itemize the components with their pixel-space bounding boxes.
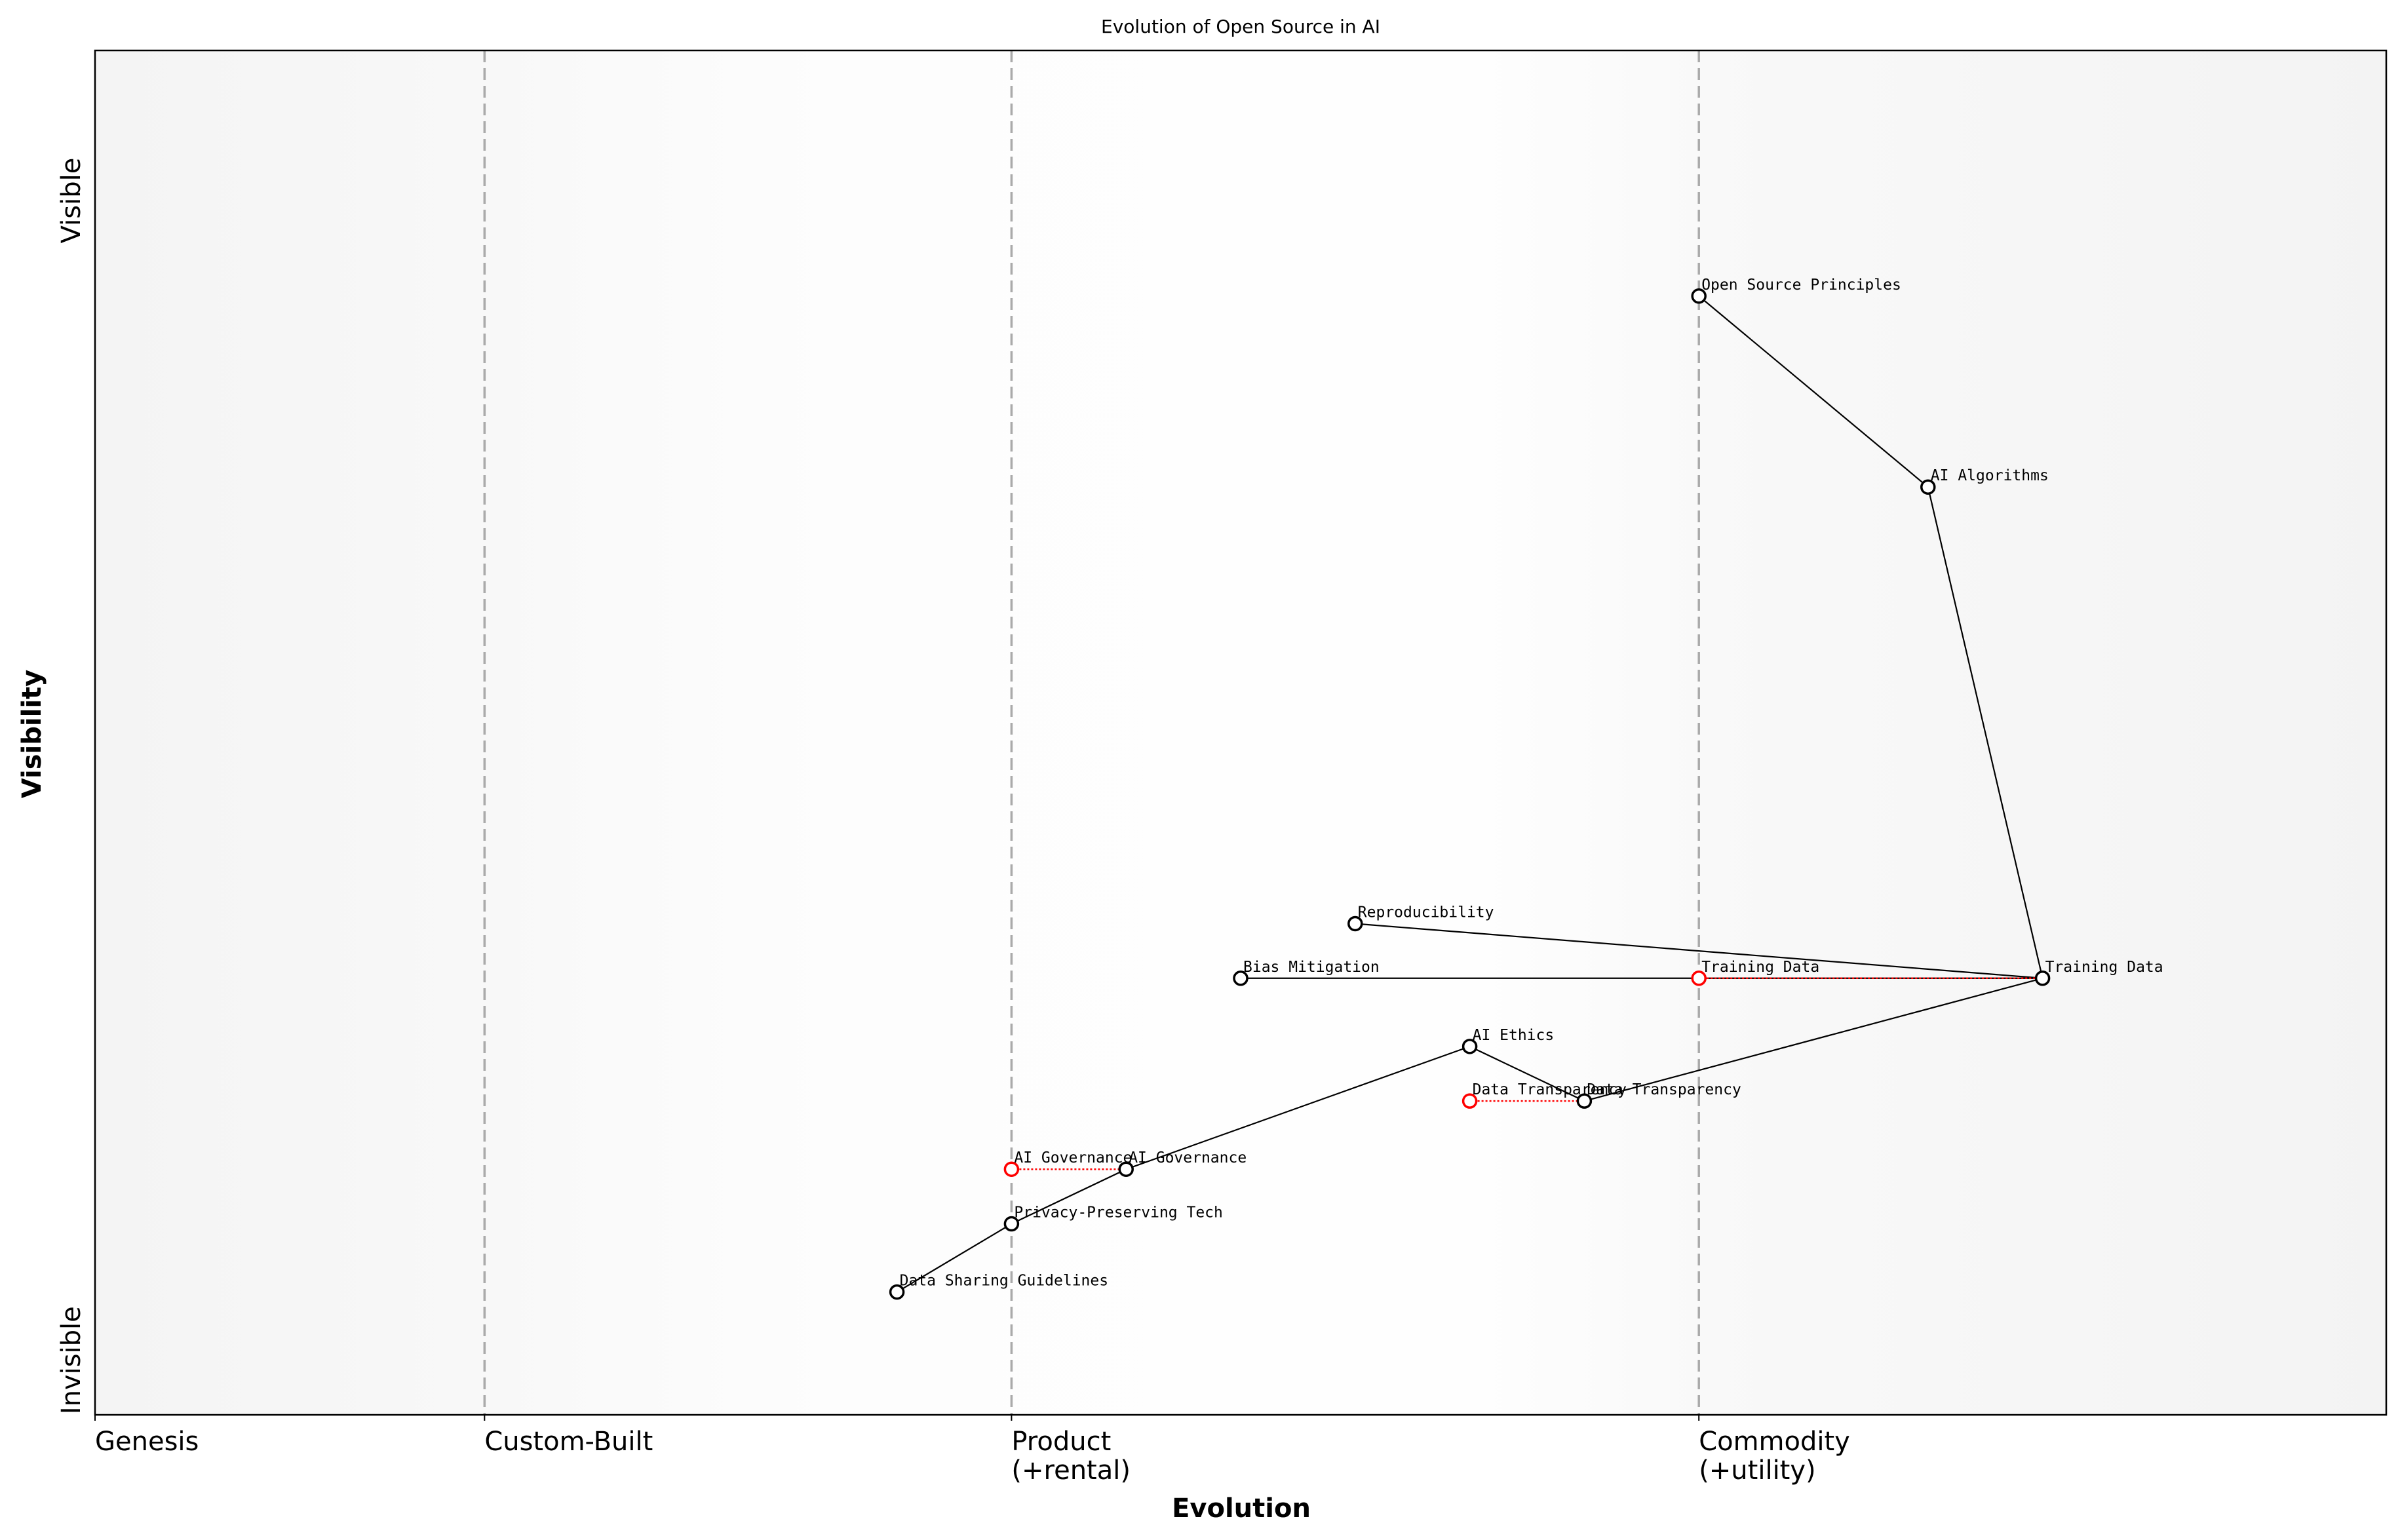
evolution-label-ai-governance: AI Governance	[1014, 1149, 1132, 1166]
x-tick-sublabel-commodity: (+utility)	[1699, 1455, 1815, 1486]
component-label-privacy-preserving-tech: Privacy-Preserving Tech	[1014, 1204, 1223, 1222]
evolution-label-training-data: Training Data	[1701, 959, 1819, 976]
evolution-point-ai-governance	[1003, 1161, 1020, 1177]
y-axis-label: Visibility	[17, 670, 47, 798]
component-label-bias-mitigation: Bias Mitigation	[1243, 959, 1380, 976]
evolution-point-training-data	[1691, 971, 1707, 986]
component-point-open-source-principles	[1691, 288, 1707, 304]
component-label-open-source-principles: Open Source Principles	[1701, 277, 1901, 294]
x-tick-sublabel-product: (+rental)	[1011, 1455, 1131, 1486]
link-training-data-to-data-transparency	[1584, 977, 2043, 1102]
component-point-ai-algorithms	[1920, 479, 1936, 495]
link-privacy-preserving-tech-to-data-sharing-guidelines	[897, 1223, 1012, 1293]
component-label-ai-governance: AI Governance	[1129, 1149, 1247, 1166]
link-data-transparency-to-ai-ethics	[1469, 1045, 1585, 1102]
link-ai-governance-to-privacy-preserving-tech	[1011, 1168, 1127, 1225]
link-open-source-principles-to-ai-algorithms	[1698, 295, 1929, 488]
link-ai-algorithms-to-training-data	[1927, 486, 2043, 979]
y-tick-label-invisible: Invisible	[56, 1306, 87, 1414]
link-training-data-to-reproducibility	[1355, 923, 2043, 979]
component-point-bias-mitigation	[1233, 971, 1248, 986]
plot-background	[95, 50, 2386, 1415]
component-point-reproducibility	[1347, 915, 1363, 932]
evolution-label-data-transparency: Data Transparency	[1473, 1081, 1627, 1098]
x-tick-label-custom-built: Custom-Built	[484, 1427, 653, 1457]
x-tick-label-commodity: Commodity	[1699, 1427, 1850, 1457]
component-label-ai-algorithms: AI Algorithms	[1931, 467, 2049, 484]
component-point-privacy-preserving-tech	[1003, 1216, 1020, 1232]
x-tick-label-product: Product	[1011, 1427, 1111, 1457]
plot-frame	[94, 49, 2388, 1416]
component-label-data-sharing-guidelines: Data Sharing Guidelines	[900, 1273, 1109, 1290]
chart-title: Evolution of Open Source in AI	[1101, 16, 1380, 37]
component-point-ai-governance	[1118, 1161, 1134, 1177]
component-point-data-sharing-guidelines	[889, 1284, 905, 1300]
component-label-ai-ethics: AI Ethics	[1473, 1027, 1555, 1044]
component-label-training-data: Training Data	[2045, 959, 2163, 976]
x-tick-label-genesis: Genesis	[95, 1427, 199, 1457]
component-point-data-transparency	[1576, 1093, 1593, 1109]
component-label-data-transparency: Data Transparency	[1587, 1081, 1741, 1098]
y-tick-label-visible: Visible	[56, 158, 87, 244]
component-point-training-data	[2034, 971, 2051, 986]
component-label-reproducibility: Reproducibility	[1358, 904, 1494, 921]
component-point-ai-ethics	[1461, 1039, 1478, 1054]
x-axis-label: Evolution	[1172, 1493, 1311, 1524]
evolution-point-data-transparency	[1461, 1093, 1478, 1109]
link-ai-ethics-to-ai-governance	[1125, 1045, 1470, 1170]
